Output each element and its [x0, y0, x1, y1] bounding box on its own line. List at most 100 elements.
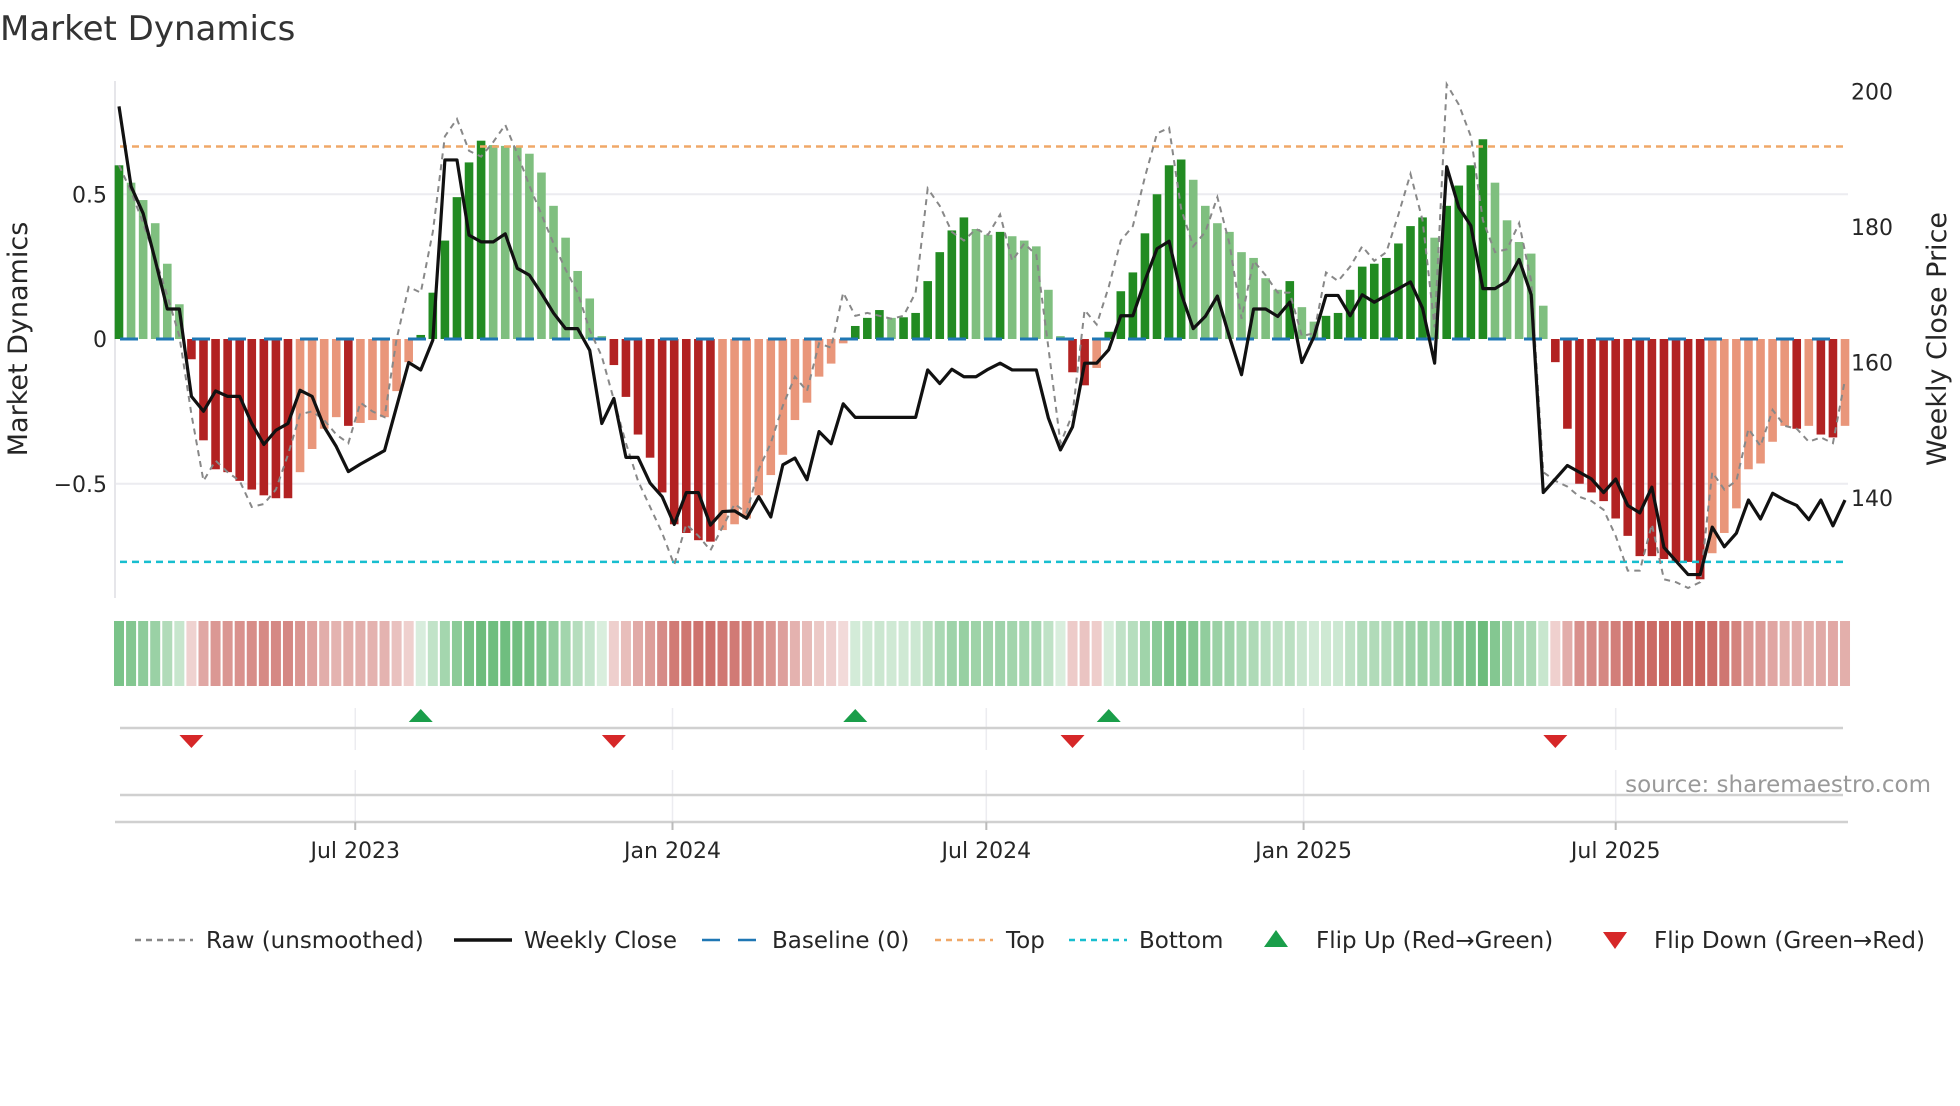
- md-bar: [1671, 339, 1681, 562]
- md-bar: [1128, 272, 1138, 339]
- heatmap-cell: [488, 621, 499, 686]
- md-bar: [1768, 339, 1777, 442]
- md-bar: [826, 339, 836, 364]
- md-bar: [1575, 339, 1584, 484]
- heatmap-cell: [1308, 621, 1319, 686]
- md-bar: [271, 339, 281, 499]
- md-bar: [911, 312, 920, 339]
- md-bar: [1068, 339, 1077, 373]
- heatmap-cell: [934, 621, 945, 686]
- heatmap-cell: [1272, 621, 1283, 686]
- heatmap-cell: [222, 621, 233, 686]
- heatmap-cell: [464, 621, 475, 686]
- md-bar: [1201, 205, 1210, 339]
- md-bar: [319, 339, 329, 429]
- heatmap-cell: [560, 621, 571, 686]
- legend-item-baseline: Baseline (0): [702, 928, 909, 954]
- heatmap-cell: [1671, 621, 1682, 686]
- heatmap-cell: [1333, 621, 1344, 686]
- md-bar: [283, 339, 293, 499]
- md-bar: [464, 162, 474, 339]
- legend-item-flip_up: Flip Up (Red→Green): [1264, 928, 1553, 954]
- md-bar: [657, 339, 667, 493]
- heatmap-cell: [1369, 621, 1380, 686]
- md-bar: [416, 334, 426, 339]
- md-bar: [947, 230, 957, 339]
- heatmap-cell: [1719, 621, 1730, 686]
- heatmap-cell: [886, 621, 897, 686]
- md-bar: [1840, 339, 1850, 426]
- heatmap-cell: [246, 621, 257, 686]
- heatmap-cell: [1489, 621, 1500, 686]
- heatmap-cell: [741, 621, 752, 686]
- heatmap-cell: [1357, 621, 1368, 686]
- md-bar: [778, 339, 788, 455]
- heatmap-cell: [210, 621, 221, 686]
- md-bar: [1382, 257, 1391, 339]
- md-bar: [1683, 339, 1693, 562]
- md-bar: [211, 339, 220, 470]
- md-bar: [295, 339, 305, 473]
- heatmap-cell: [1079, 621, 1090, 686]
- md-bar: [1466, 165, 1476, 339]
- md-bar: [573, 270, 582, 339]
- flip-up-marker: [843, 709, 868, 722]
- heatmap-cell: [1815, 621, 1826, 686]
- heatmap-cell: [1164, 621, 1175, 686]
- heatmap-cell: [512, 621, 523, 686]
- md-bar: [1647, 339, 1657, 557]
- md-bar: [923, 281, 932, 339]
- heatmap-cell: [331, 621, 342, 686]
- heatmap-cell: [633, 621, 644, 686]
- heatmap-cell: [1043, 621, 1054, 686]
- md-bar: [1707, 339, 1717, 554]
- md-bar: [790, 339, 800, 421]
- heatmap-cell: [1055, 621, 1066, 686]
- heatmap-cell: [162, 621, 173, 686]
- md-bar: [1442, 205, 1451, 339]
- md-bar: [1225, 231, 1234, 339]
- heatmap-cell: [258, 621, 269, 686]
- heatmap-cell: [1296, 621, 1307, 686]
- md-bar: [681, 339, 691, 533]
- heatmap-cell: [138, 621, 149, 686]
- heatmap-cell: [1791, 621, 1802, 686]
- heatmap-cell: [126, 621, 137, 686]
- md-bar: [356, 339, 365, 423]
- md-bar: [1019, 240, 1029, 339]
- heatmap-cell: [910, 621, 921, 686]
- heatmap-cell: [1658, 621, 1669, 686]
- heatmap-cell: [705, 621, 716, 686]
- legend-item-raw: Raw (unsmoothed): [135, 928, 424, 954]
- heatmap-cell: [295, 621, 306, 686]
- md-bar: [1587, 339, 1596, 493]
- md-bar: [150, 223, 160, 339]
- heatmap-cell: [186, 621, 197, 686]
- weekly-close-line: [117, 106, 1847, 577]
- heatmap-cell: [1115, 621, 1126, 686]
- heatmap-cell: [1586, 621, 1597, 686]
- md-bar: [452, 197, 462, 339]
- heatmap-cell: [234, 621, 245, 686]
- legend-label: Weekly Close: [524, 928, 677, 954]
- md-bar: [1249, 257, 1258, 339]
- flip-up-icon: [1264, 930, 1288, 947]
- md-bar: [959, 217, 969, 339]
- heatmap-cell: [596, 621, 607, 686]
- md-bar: [1357, 266, 1367, 339]
- md-bar: [1164, 165, 1174, 339]
- chart-title: Market Dynamics: [0, 9, 295, 49]
- md-bar: [863, 317, 872, 339]
- y-tick-label: 0.5: [72, 183, 107, 208]
- heatmap-cell: [367, 621, 378, 686]
- heatmap-cell: [500, 621, 511, 686]
- md-bar: [344, 339, 353, 426]
- md-bar: [983, 234, 993, 339]
- heatmap-cell: [1562, 621, 1573, 686]
- md-bar: [235, 339, 244, 481]
- md-bar: [1430, 237, 1439, 339]
- heatmap-cell: [1477, 621, 1488, 686]
- md-bar: [1732, 339, 1741, 509]
- legend-label: Raw (unsmoothed): [206, 928, 424, 954]
- heatmap-cell: [669, 621, 680, 686]
